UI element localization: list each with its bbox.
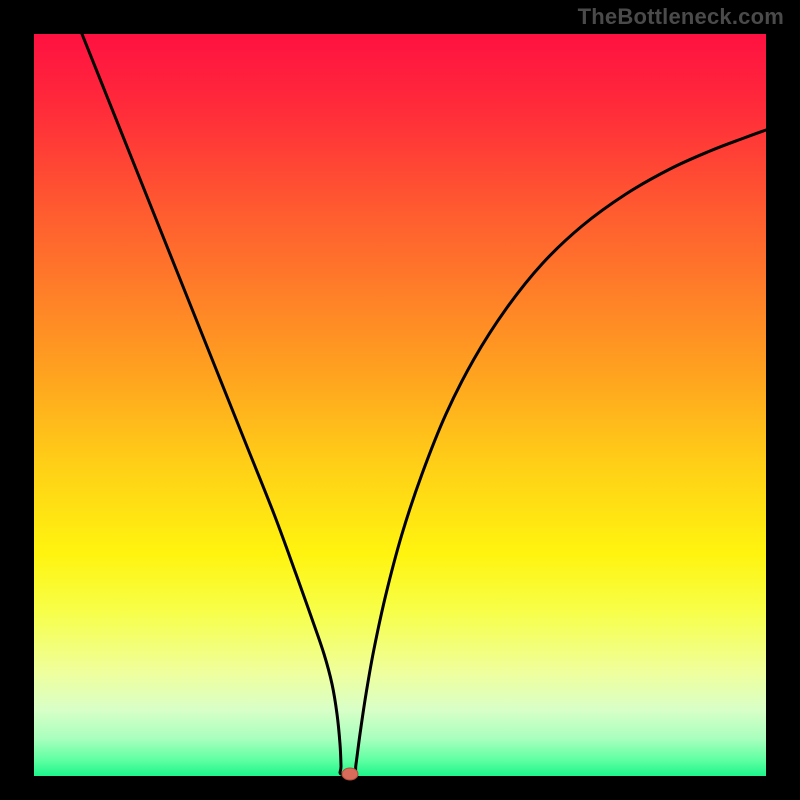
chart-outer-frame: [0, 0, 800, 800]
watermark-text: TheBottleneck.com: [578, 4, 784, 30]
chart-svg: [0, 0, 800, 800]
plot-background: [34, 34, 766, 776]
optimal-point-marker: [342, 768, 358, 780]
